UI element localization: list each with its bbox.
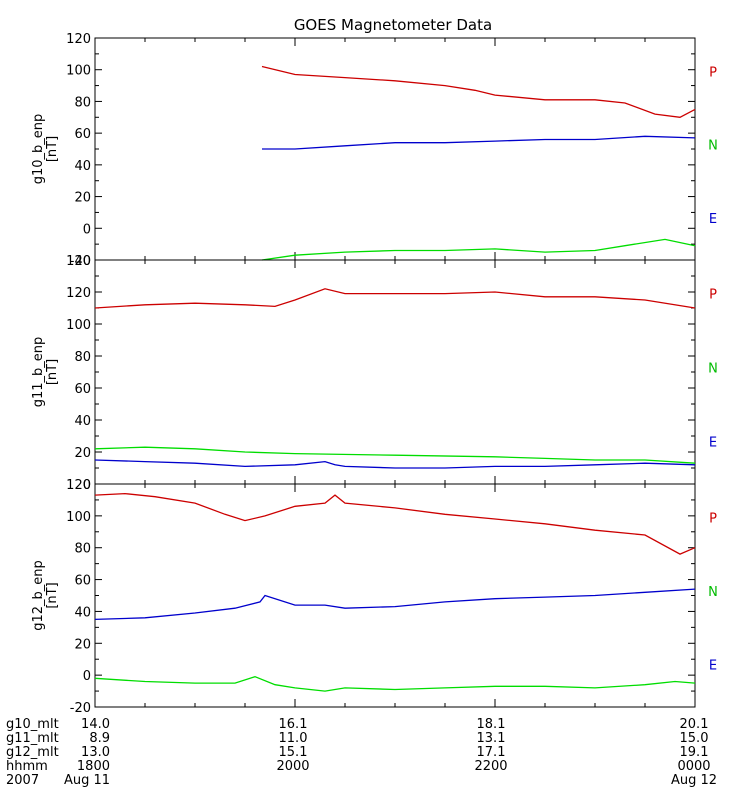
- x-row-value: 13.1: [477, 731, 506, 746]
- y-tick-label: 20: [74, 637, 91, 652]
- x-row-label: 2007: [6, 773, 39, 788]
- y-tick-label: 40: [74, 414, 91, 429]
- x-row-label: g12_mlt: [6, 745, 59, 760]
- series-label-e: E: [709, 659, 717, 674]
- chart-title: GOES Magnetometer Data: [294, 16, 492, 34]
- y-tick-label: 100: [66, 510, 91, 525]
- y-tick-label: 0: [83, 478, 91, 493]
- x-axis-rows: g10_mlt 14.0 16.1 18.1 20.1 g11_mlt 8.9 11.0 13.…: [6, 717, 717, 788]
- x-row-value: 14.0: [81, 717, 110, 732]
- x-row-label: hhmm: [6, 759, 48, 774]
- series-label-n: N: [708, 585, 718, 600]
- x-row-value: 11.0: [279, 731, 308, 746]
- panel-2: 0 20 40 60 80 100 120 140 g11_b_enp [nT] P N E: [31, 254, 718, 493]
- series-label-n: N: [708, 139, 718, 154]
- x-row-value: 19.1: [680, 745, 709, 760]
- y-tick-label: 120: [66, 478, 91, 493]
- series-line-p: [94, 288, 696, 309]
- y-tick-label: 120: [66, 32, 91, 47]
- y-tick-label: 120: [66, 286, 91, 301]
- panel-1: -20 0 20 40 60 80 100 120 g10_b_enp [nT] P N E: [31, 32, 718, 269]
- series-label-e: E: [709, 212, 717, 227]
- y-tick-label: 140: [66, 254, 91, 269]
- y-tick-label: 40: [74, 605, 91, 620]
- y-tick-label: 20: [74, 191, 91, 206]
- y-axis-unit: [nT]: [45, 136, 60, 162]
- y-tick-label: 0: [83, 222, 91, 237]
- y-axis-label: g12_b_enp: [31, 560, 46, 631]
- series-line-p: [261, 65, 696, 118]
- y-axis-label: g11_b_enp: [31, 337, 46, 408]
- y-tick-label: 40: [74, 159, 91, 174]
- y-tick-label: 100: [66, 64, 91, 79]
- y-tick-label: 20: [74, 446, 91, 461]
- series-line-n: [94, 446, 696, 464]
- series-line-e: [94, 459, 696, 469]
- y-tick-label: 0: [83, 669, 91, 684]
- y-tick-label: 80: [74, 350, 91, 365]
- y-tick-label: -20: [70, 701, 91, 716]
- x-row-value: 17.1: [477, 745, 506, 760]
- x-row-value: 15.0: [680, 731, 709, 746]
- y-tick-label: 60: [74, 574, 91, 589]
- series-label-p: P: [709, 65, 717, 80]
- y-tick-label: 100: [66, 318, 91, 333]
- x-row-value: 0000: [677, 759, 710, 774]
- series-label-p: P: [709, 511, 717, 526]
- y-tick-label: 60: [74, 382, 91, 397]
- x-row-value: 18.1: [477, 717, 506, 732]
- y-axis-label: g10_b_enp: [31, 114, 46, 185]
- x-row-value: Aug 11: [64, 773, 110, 788]
- x-row-value: 13.0: [81, 745, 110, 760]
- panel-3: -20 0 20 40 60 80 100 120 g12_b_enp [nT] P N E: [31, 478, 718, 716]
- series-label-p: P: [709, 288, 717, 303]
- x-row-value: 1800: [77, 759, 110, 774]
- x-row-value: 15.1: [279, 745, 308, 760]
- y-tick-label: 80: [74, 95, 91, 110]
- x-row-value: 20.1: [680, 717, 709, 732]
- y-axis-unit: [nT]: [45, 359, 60, 385]
- x-row-label: g11_mlt: [6, 731, 59, 746]
- plot-frame: [94, 37, 696, 261]
- y-tick-label: 80: [74, 542, 91, 557]
- x-row-label: g10_mlt: [6, 717, 59, 732]
- x-row-value: 2200: [474, 759, 507, 774]
- series-label-e: E: [709, 435, 717, 450]
- x-row-value: Aug 12: [671, 773, 717, 788]
- series-line-p: [94, 492, 696, 555]
- series-line-n: [262, 135, 696, 150]
- x-row-value: 8.9: [89, 731, 110, 746]
- x-row-value: 2000: [276, 759, 309, 774]
- series-line-n: [94, 588, 696, 621]
- x-row-value: 16.1: [279, 717, 308, 732]
- y-tick-label: 60: [74, 127, 91, 142]
- y-axis-unit: [nT]: [45, 582, 60, 608]
- y-tick-label: -20: [70, 254, 91, 269]
- series-label-n: N: [708, 362, 718, 377]
- series-line-e: [261, 238, 696, 261]
- series-line-e: [94, 676, 696, 692]
